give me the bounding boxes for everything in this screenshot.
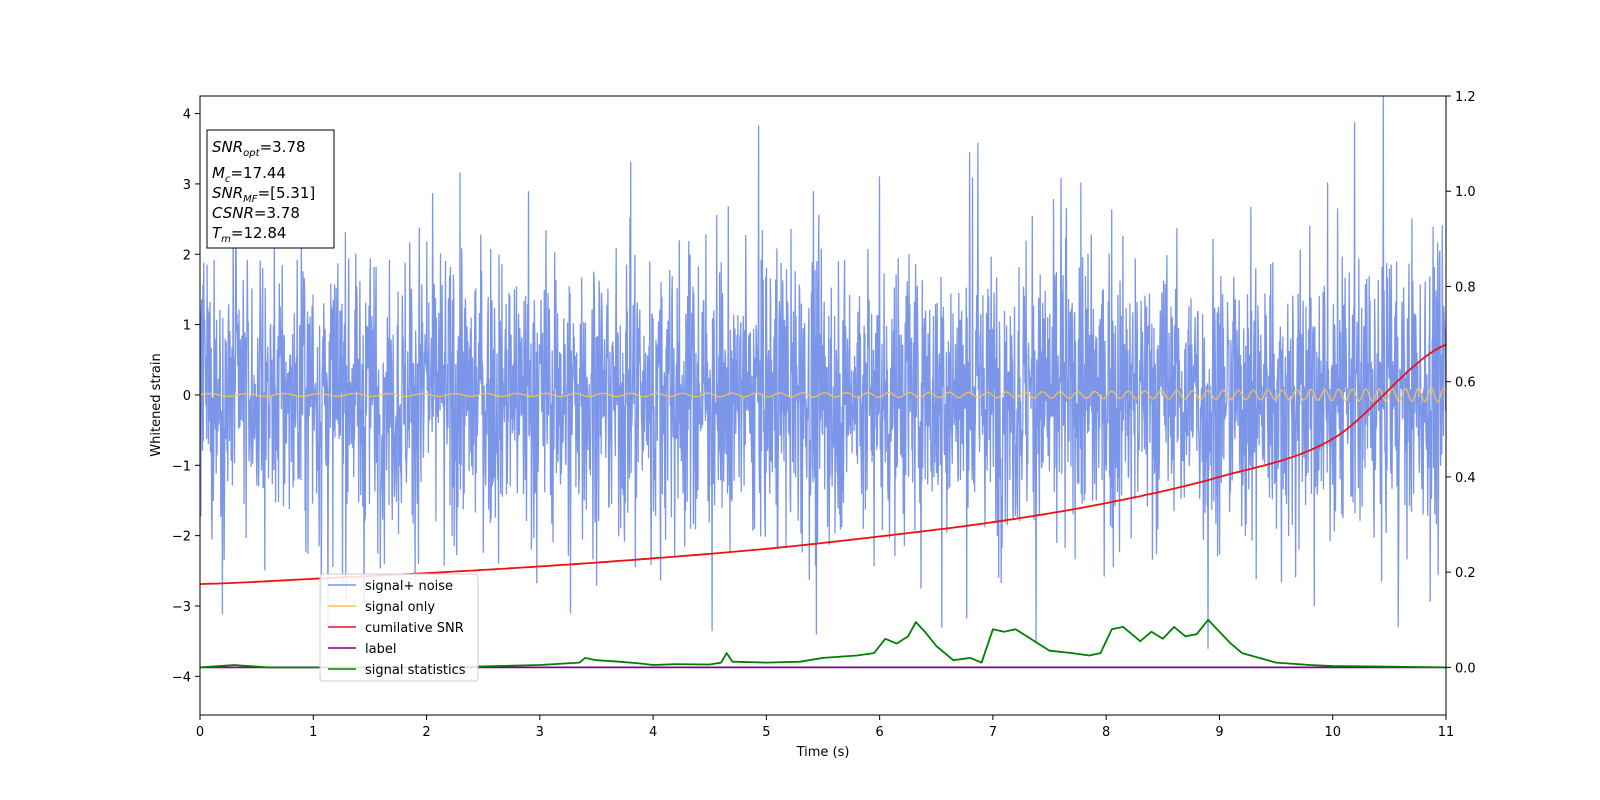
y-axis-label: Whitened strain <box>149 353 164 456</box>
y-tick-label: −1 <box>172 459 191 474</box>
x-tick-label: 1 <box>309 725 317 740</box>
y2-axis: 0.0 0.2 0.4 0.6 0.8 1.0 1.2 <box>1446 90 1476 676</box>
annotation-snr-opt: SNRopt=3.78 <box>212 138 306 159</box>
x-axis-label: Time (s) <box>796 745 850 760</box>
y-tick-label: 3 <box>183 178 191 193</box>
legend-label-cumulative-snr: cumilative SNR <box>365 621 464 636</box>
x-tick-label: 0 <box>196 725 204 740</box>
x-tick-label: 5 <box>762 725 770 740</box>
y2-tick-label: 0.6 <box>1455 376 1476 391</box>
annotation-csnr-value: 3.78 <box>267 204 300 222</box>
y2-tick-label: 0.0 <box>1455 661 1476 676</box>
y2-tick-label: 0.4 <box>1455 471 1476 486</box>
annotation-mc-value: 17.44 <box>243 164 286 182</box>
y-tick-label: 0 <box>183 389 191 404</box>
signal-only-line <box>200 387 1446 403</box>
plot-frame <box>199 95 1447 716</box>
y-tick-label: 2 <box>183 248 191 263</box>
signal-statistics-series <box>200 618 1446 669</box>
annotation-snr-mf: SNRMF=[5.31] <box>212 184 315 205</box>
x-tick-label: 4 <box>649 725 657 740</box>
y-axis: −4 −3 −2 −1 0 1 2 3 4 <box>172 108 200 685</box>
y2-tick-label: 1.0 <box>1455 185 1476 200</box>
legend-label-signal-only: signal only <box>365 600 435 615</box>
y2-tick-label: 1.2 <box>1455 90 1476 105</box>
legend-frame <box>319 573 479 682</box>
y2-tick-label: 0.2 <box>1455 566 1476 581</box>
legend: signal+ noise signal only cumilative SNR… <box>319 573 479 682</box>
annotation-box: SNRopt=3.78 Mc=17.44 SNRMF=[5.31] CSNR=3… <box>206 129 335 249</box>
x-tick-label: 7 <box>989 725 997 740</box>
x-tick-label: 9 <box>1215 725 1223 740</box>
x-tick-label: 2 <box>422 725 430 740</box>
annotation-snr-mf-value: [5.31] <box>270 184 315 202</box>
signal-noise-line <box>200 96 1446 649</box>
annotation-tm-value: 12.84 <box>244 224 287 242</box>
x-tick-label: 10 <box>1324 725 1341 740</box>
y-tick-label: −3 <box>172 600 191 615</box>
y-tick-label: −4 <box>172 670 191 685</box>
legend-label-signal-statistics: signal statistics <box>365 663 466 678</box>
x-tick-label: 11 <box>1438 725 1455 740</box>
signal-statistics-line <box>200 618 1446 669</box>
y-tick-label: 4 <box>183 108 191 123</box>
legend-label-label: label <box>365 642 396 657</box>
annotation-mc: Mc=17.44 <box>212 164 286 185</box>
annotation-tm: Tm=12.84 <box>212 224 286 245</box>
y2-tick-label: 0.8 <box>1455 280 1476 295</box>
annotation-snr-opt-value: 3.78 <box>272 138 305 156</box>
x-tick-label: 6 <box>875 725 883 740</box>
x-tick-label: 8 <box>1102 725 1110 740</box>
x-tick-label: 3 <box>536 725 544 740</box>
legend-label-signal-noise: signal+ noise <box>365 579 453 594</box>
signal-noise-series <box>200 96 1446 649</box>
annotation-csnr: CSNR=3.78 <box>212 204 300 222</box>
x-axis: 0 1 2 3 4 5 6 7 8 9 10 11 <box>196 715 1454 740</box>
y-tick-label: 1 <box>183 319 191 334</box>
signal-only-series <box>200 387 1446 403</box>
y-tick-label: −2 <box>172 530 191 545</box>
annotation-frame <box>206 129 335 249</box>
